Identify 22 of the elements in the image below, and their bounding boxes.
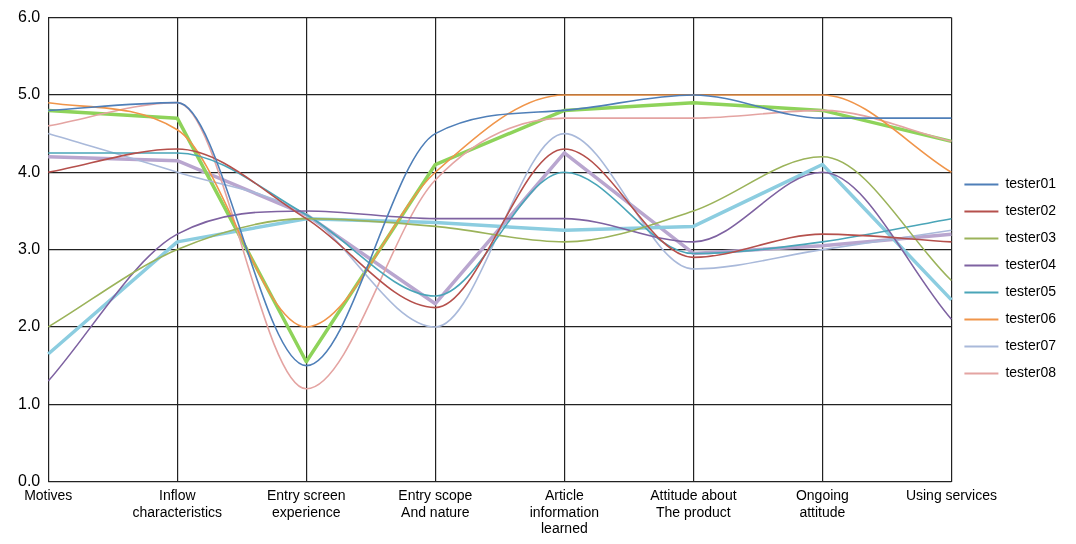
x-tick-label: Article information learned (529, 486, 599, 537)
x-tick-label: Ongoing attitude (795, 486, 849, 520)
legend-label: tester03 (1005, 229, 1057, 246)
line-series (47, 171, 953, 382)
y-tick-label: 4.0 (17, 162, 41, 180)
y-tick-label: 5.0 (17, 85, 41, 103)
legend-label: tester04 (1005, 256, 1057, 273)
legend-label: tester06 (1005, 310, 1057, 327)
legend-label: tester05 (1005, 283, 1057, 300)
x-tick-label: Entry screen experience (266, 486, 346, 520)
x-tick-label: Attitude about The product (650, 486, 737, 520)
y-tick-label: 2.0 (17, 317, 41, 335)
x-tick-label: Inflow characteristics (132, 486, 222, 520)
y-tick-label: 6.0 (17, 8, 41, 26)
y-tick-label: 3.0 (17, 240, 41, 258)
legend-label: tester01 (1005, 175, 1057, 192)
y-tick-label: 1.0 (17, 394, 41, 412)
legend-label: tester02 (1005, 202, 1057, 219)
x-tick-label: Entry scope And nature (398, 486, 473, 520)
legend-label: tester07 (1005, 337, 1057, 354)
x-tick-label: Using services (905, 486, 997, 503)
legend-label: tester08 (1005, 364, 1057, 381)
